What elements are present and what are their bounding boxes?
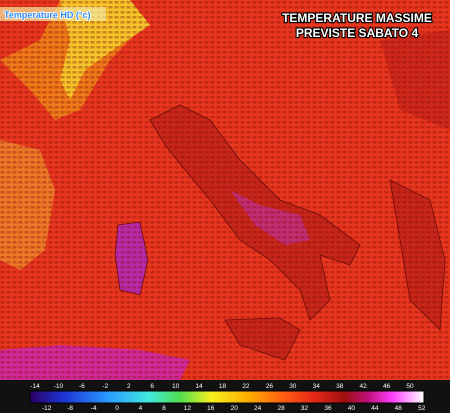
legend-label: -14: [30, 383, 40, 390]
legend-scale: [29, 390, 425, 404]
legend-label: 2: [127, 383, 131, 390]
legend-label: 48: [395, 405, 403, 412]
legend-label: 46: [383, 383, 391, 390]
legend-label: 42: [360, 383, 368, 390]
legend-label: 38: [336, 383, 344, 390]
legend-label: 10: [172, 383, 180, 390]
legend-label: 4: [139, 405, 143, 412]
legend-label: 50: [406, 383, 414, 390]
legend-label: 44: [371, 405, 379, 412]
legend-label: 22: [242, 383, 250, 390]
legend-label: 20: [231, 405, 239, 412]
title: TEMPERATURE MASSIME: [282, 11, 432, 25]
legend-label: 34: [313, 383, 321, 390]
legend-label: 8: [162, 405, 166, 412]
legend-label: 12: [184, 405, 192, 412]
legend-label: 36: [324, 405, 332, 412]
subtitle: PREVISTE SABATO 4: [296, 26, 419, 40]
legend-label: 28: [277, 405, 285, 412]
legend-label: 14: [195, 383, 203, 390]
legend-labels: -14 -10 -6 -2 2 6 10 14 18 22 26 30 34 38 42 46 50-12 -8-…: [30, 383, 425, 412]
legend-label: 24: [254, 405, 262, 412]
legend-label: -2: [102, 383, 108, 390]
legend-label: -12: [42, 405, 52, 412]
legend-label: 32: [301, 405, 309, 412]
legend-label: -10: [54, 383, 64, 390]
legend-label: 26: [266, 383, 274, 390]
legend-label: 6: [150, 383, 154, 390]
legend-label: -8: [67, 405, 73, 412]
source-label: Temperature HD (°c): [4, 10, 90, 20]
legend-label: 40: [348, 405, 356, 412]
legend-label: 16: [207, 405, 215, 412]
legend-label: -4: [91, 405, 97, 412]
legend-label: 30: [289, 383, 297, 390]
legend-label: -6: [79, 383, 85, 390]
legend-label: 52: [418, 405, 426, 412]
value-grid: [0, 0, 450, 380]
source-bg: [0, 7, 106, 21]
legend-label: 0: [115, 405, 119, 412]
legend-label: 18: [219, 383, 227, 390]
